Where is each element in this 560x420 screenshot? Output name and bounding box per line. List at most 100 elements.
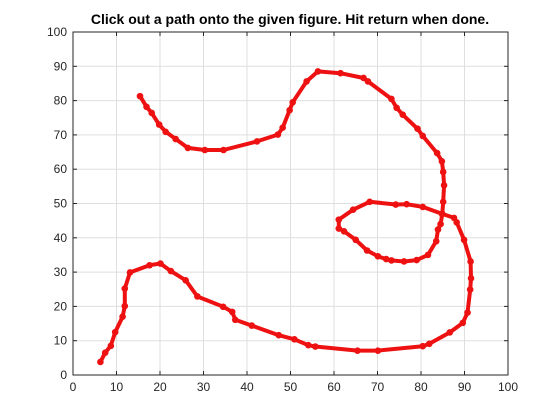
- path-point: [419, 132, 427, 140]
- path-point: [220, 146, 227, 154]
- path-point: [126, 269, 134, 276]
- path-point: [143, 103, 150, 111]
- path-point: [167, 267, 175, 275]
- path-point: [111, 328, 119, 336]
- path-point: [335, 216, 343, 223]
- path-point: [172, 135, 179, 143]
- path-point: [400, 258, 408, 265]
- path-point: [413, 256, 420, 264]
- path-point: [303, 78, 310, 85]
- path-point: [352, 236, 360, 244]
- path-point: [184, 144, 192, 152]
- y-tick-label: 50: [54, 197, 68, 211]
- path-point: [136, 92, 144, 100]
- x-tick-label: 60: [327, 380, 341, 394]
- path-point: [414, 125, 421, 133]
- y-tick-label: 100: [47, 25, 67, 39]
- x-tick-label: 70: [371, 380, 385, 394]
- path-point: [119, 313, 126, 320]
- path-point: [162, 128, 169, 136]
- path-point: [425, 340, 433, 348]
- path-point: [146, 261, 153, 269]
- y-tick-label: 70: [54, 128, 68, 142]
- path-point: [305, 341, 312, 349]
- path-point: [424, 251, 432, 259]
- path-point: [314, 68, 322, 75]
- path-point: [399, 111, 407, 118]
- path-point: [231, 316, 239, 324]
- path-point: [363, 247, 371, 254]
- path-point: [374, 347, 382, 354]
- path-point: [432, 237, 440, 245]
- path-point: [335, 225, 343, 232]
- x-tick-label: 80: [414, 380, 428, 394]
- path-point: [182, 277, 189, 284]
- path-point: [382, 255, 390, 263]
- y-axis: 0 10 20 30 40 50 60 70 80 90 100: [47, 25, 508, 382]
- path-point: [403, 200, 410, 208]
- x-tick-label: 30: [197, 380, 211, 394]
- x-tick-label: 50: [284, 380, 298, 394]
- path-point: [393, 104, 400, 112]
- y-tick-label: 0: [60, 368, 67, 382]
- path-point: [439, 198, 447, 206]
- path-point: [253, 138, 261, 145]
- series-layer: [97, 68, 475, 366]
- x-tick-label: 10: [110, 380, 124, 394]
- chart-title: Click out a path onto the given figure. …: [91, 11, 489, 27]
- path-point: [97, 358, 104, 366]
- path-point: [433, 149, 441, 157]
- path-point: [121, 302, 129, 310]
- path-point: [464, 309, 471, 316]
- y-tick-label: 80: [54, 94, 68, 108]
- path-point: [201, 146, 209, 154]
- path-point: [101, 349, 109, 357]
- path-point: [467, 274, 475, 282]
- path-point: [248, 322, 256, 329]
- y-tick-label: 30: [54, 265, 68, 279]
- path-point: [388, 257, 395, 264]
- path-point: [438, 158, 446, 165]
- y-tick-label: 60: [54, 162, 68, 176]
- path-point: [438, 210, 446, 218]
- path-point: [460, 236, 468, 244]
- path-point: [440, 182, 448, 189]
- y-tick-label: 10: [54, 334, 68, 348]
- x-tick-label: 0: [70, 380, 77, 394]
- path-point: [446, 329, 454, 336]
- path-point: [388, 95, 395, 103]
- path-point: [157, 260, 164, 267]
- path-point: [286, 106, 293, 114]
- path-point: [349, 206, 357, 213]
- y-tick-label: 20: [54, 299, 68, 313]
- x-axis: 0 10 20 30 40 50 60 70 80 90 100: [70, 32, 518, 394]
- path-point: [291, 336, 298, 343]
- path-point: [340, 227, 348, 235]
- path-point: [354, 347, 361, 354]
- path-point: [311, 343, 319, 350]
- path-point: [107, 342, 115, 350]
- path-point: [392, 201, 400, 208]
- path-point: [289, 99, 296, 106]
- x-tick-label: 90: [458, 380, 472, 394]
- y-tick-label: 90: [54, 59, 68, 73]
- path-point: [419, 203, 427, 211]
- path-point: [459, 319, 467, 327]
- path-point: [434, 226, 442, 233]
- path-point: [374, 253, 382, 260]
- path-point: [228, 308, 236, 316]
- x-tick-label: 100: [498, 380, 518, 394]
- path-point: [121, 285, 129, 292]
- path-point: [155, 121, 163, 128]
- path-point: [467, 258, 474, 265]
- path-point: [437, 220, 444, 228]
- path-point: [466, 286, 474, 293]
- path-point: [194, 293, 201, 300]
- path-point: [274, 131, 282, 138]
- path-point: [419, 342, 427, 350]
- y-tick-label: 40: [54, 231, 68, 245]
- path-point: [337, 69, 344, 77]
- path-point: [439, 168, 447, 176]
- path-point: [219, 303, 227, 311]
